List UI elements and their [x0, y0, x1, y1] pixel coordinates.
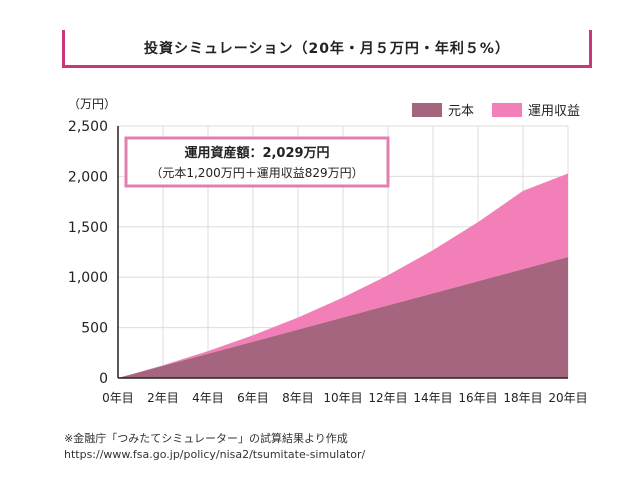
- x-tick-label: 4年目: [192, 391, 224, 405]
- annotation-total: 運用資産額：2,029万円: [184, 145, 329, 161]
- x-tick-label: 14年目: [413, 391, 452, 405]
- legend-label-運用収益: 運用収益: [528, 104, 580, 119]
- x-tick-label: 16年目: [458, 391, 497, 405]
- chart-title-box: 投資シミュレーション（20年・月５万円・年利５%）: [62, 30, 592, 68]
- y-tick-label: 1,000: [68, 270, 108, 286]
- x-tick-label: 10年目: [323, 391, 362, 405]
- legend-swatch-元本: [412, 103, 442, 117]
- footnote-url[interactable]: https://www.fsa.go.jp/policy/nisa2/tsumi…: [64, 448, 366, 461]
- x-tick-label: 20年目: [548, 391, 587, 405]
- x-tick-label: 6年目: [237, 391, 269, 405]
- y-tick-label: 2,000: [68, 169, 108, 185]
- x-tick-label: 2年目: [147, 391, 179, 405]
- y-axis-unit-label: （万円）: [68, 97, 116, 111]
- y-tick-label: 0: [99, 371, 108, 387]
- x-tick-label: 8年目: [282, 391, 314, 405]
- x-tick-label: 12年目: [368, 391, 407, 405]
- area-series-元本: [118, 257, 568, 378]
- annotation-breakdown: （元本1,200万円＋運用収益829万円）: [150, 166, 363, 180]
- area-series-運用収益: [118, 173, 568, 378]
- legend-label-元本: 元本: [448, 104, 474, 119]
- y-tick-label: 500: [81, 321, 108, 337]
- legend-swatch-運用収益: [492, 103, 522, 117]
- annotation-box: [124, 136, 390, 188]
- y-tick-label: 2,500: [68, 119, 108, 135]
- x-tick-label: 18年目: [503, 391, 542, 405]
- x-tick-label: 0年目: [102, 391, 134, 405]
- footnote-source: ※金融庁「つみたてシミュレーター」の試算結果より作成: [64, 432, 348, 445]
- y-tick-label: 1,500: [68, 220, 108, 236]
- chart-title: 投資シミュレーション（20年・月５万円・年利５%）: [144, 40, 510, 57]
